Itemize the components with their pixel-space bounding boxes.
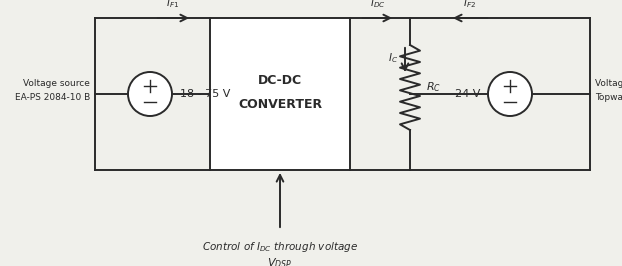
Bar: [210, 18, 350, 170]
Text: 24 V: 24 V: [455, 89, 480, 99]
Text: CONVERTER: CONVERTER: [238, 98, 322, 111]
Text: $I_{DC}$: $I_{DC}$: [370, 0, 386, 10]
Text: $V_{DSP}$: $V_{DSP}$: [267, 256, 292, 266]
Circle shape: [488, 72, 532, 116]
Circle shape: [128, 72, 172, 116]
Text: DC-DC: DC-DC: [258, 73, 302, 86]
Text: $R_C$: $R_C$: [426, 80, 441, 94]
Text: Voltage source: Voltage source: [595, 80, 622, 89]
Text: 18 - 75 V: 18 - 75 V: [180, 89, 230, 99]
Text: Control of $I_{DC}$ through voltage: Control of $I_{DC}$ through voltage: [202, 240, 358, 254]
Text: $I_{F2}$: $I_{F2}$: [463, 0, 476, 10]
Text: Topward 6302 D: Topward 6302 D: [595, 94, 622, 102]
Text: Voltage source: Voltage source: [23, 80, 90, 89]
Text: $I_C$: $I_C$: [388, 51, 398, 65]
Text: EA-PS 2084-10 B: EA-PS 2084-10 B: [15, 94, 90, 102]
Text: $I_{F1}$: $I_{F1}$: [167, 0, 180, 10]
